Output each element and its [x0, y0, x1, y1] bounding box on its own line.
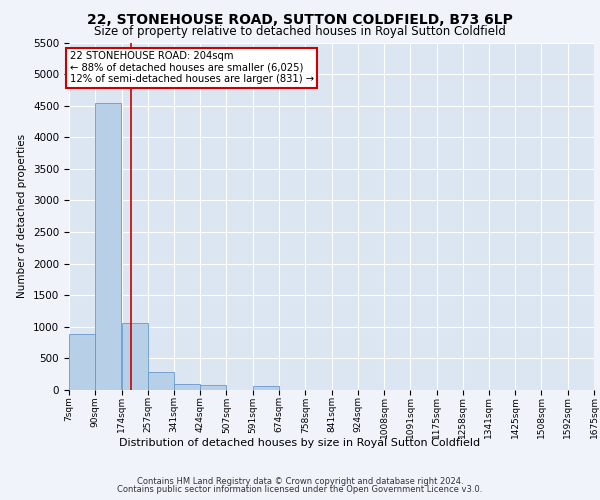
Text: Distribution of detached houses by size in Royal Sutton Coldfield: Distribution of detached houses by size … [119, 438, 481, 448]
Text: Contains HM Land Registry data © Crown copyright and database right 2024.: Contains HM Land Registry data © Crown c… [137, 477, 463, 486]
Bar [174, 384, 200, 390]
Text: 22 STONEHOUSE ROAD: 204sqm
← 88% of detached houses are smaller (6,025)
12% of s: 22 STONEHOUSE ROAD: 204sqm ← 88% of deta… [70, 51, 314, 84]
Bar [200, 385, 226, 390]
Bar [253, 386, 279, 390]
Bar [122, 323, 148, 390]
Text: 22, STONEHOUSE ROAD, SUTTON COLDFIELD, B73 6LP: 22, STONEHOUSE ROAD, SUTTON COLDFIELD, B… [87, 12, 513, 26]
Bar [148, 372, 174, 390]
Bar [95, 102, 121, 390]
Text: Size of property relative to detached houses in Royal Sutton Coldfield: Size of property relative to detached ho… [94, 25, 506, 38]
Text: Contains public sector information licensed under the Open Government Licence v3: Contains public sector information licen… [118, 485, 482, 494]
Y-axis label: Number of detached properties: Number of detached properties [17, 134, 28, 298]
Bar [69, 334, 95, 390]
